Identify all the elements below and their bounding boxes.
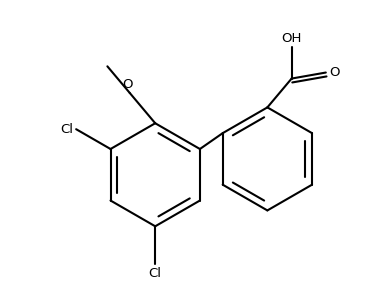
Text: Cl: Cl — [60, 123, 73, 136]
Text: Cl: Cl — [149, 267, 162, 280]
Text: O: O — [329, 66, 339, 79]
Text: O: O — [123, 78, 133, 91]
Text: OH: OH — [282, 32, 302, 45]
